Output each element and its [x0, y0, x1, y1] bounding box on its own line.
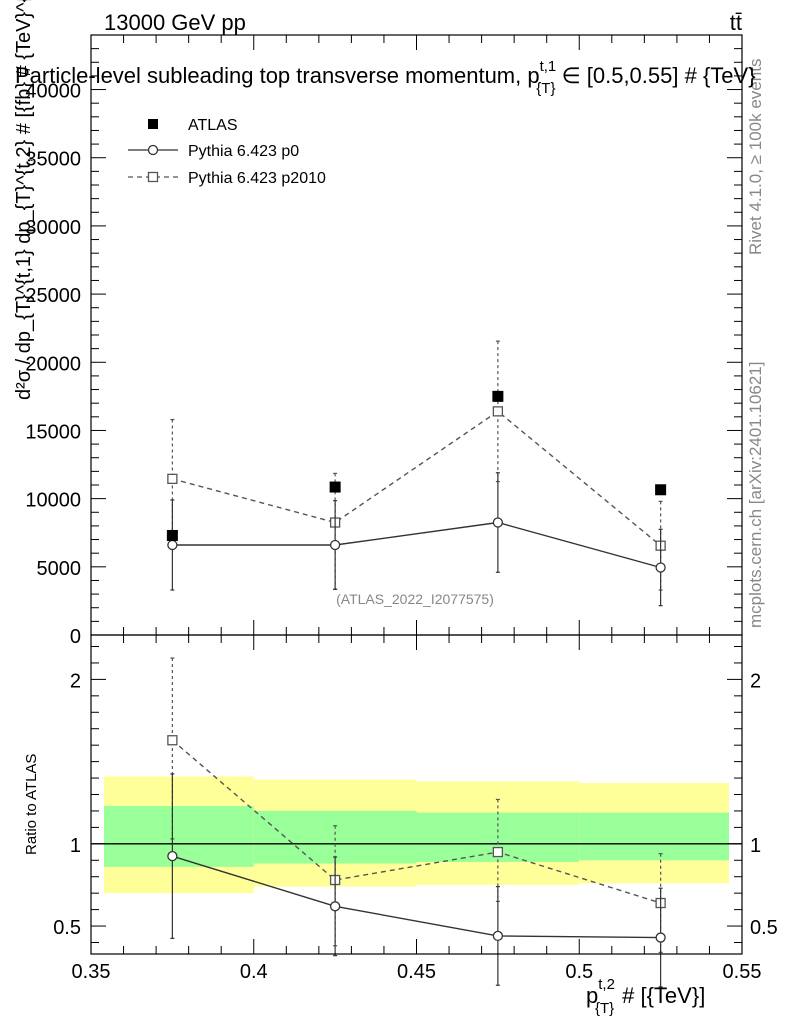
ratio-p0-point	[167, 851, 178, 862]
main-ytick-label: 5000	[37, 558, 82, 580]
main-ytick-label: 30000	[25, 217, 81, 239]
ratio-ytick-label-right: 0.5	[750, 917, 778, 939]
main-ytick-label: 35000	[25, 149, 81, 171]
legend-marker	[147, 144, 159, 156]
p0-point	[167, 539, 178, 551]
ratio-p0-line	[172, 855, 661, 939]
main-panel: 0 5000 10000 15000 20000 25000 30000 35000 40000	[25, 34, 743, 648]
ratio-xtick-label: 0.4	[240, 961, 268, 983]
title-sub: {T}	[536, 80, 555, 97]
p0-point	[655, 562, 666, 573]
x-axis-label: pt,2 {T} # [{TeV}]	[586, 976, 705, 1017]
ratio-p0-point	[329, 901, 341, 912]
ratio-p2010-line	[171, 739, 661, 904]
ratio-panel: 0.5 0.5 1 1 2 2 0.35 0.4 0.45 0.5 0.55	[53, 635, 778, 988]
ratio-xtick-label: 0.55	[723, 961, 762, 983]
main-ytick-label: 15000	[25, 421, 81, 443]
atlas-point	[655, 484, 667, 496]
p0-point	[492, 517, 504, 528]
xlabel-sub: {T}	[595, 1000, 614, 1017]
ratio-ytick-label: 2	[70, 670, 81, 692]
ratio-ytick-label-right: 2	[750, 670, 761, 692]
p0-line	[172, 521, 661, 569]
xlabel-tail: # [{TeV}]	[622, 983, 705, 1008]
analysis-label: (ATLAS_2022_I2077575)	[336, 591, 494, 607]
mcplots-label: mcplots.cern.ch [arXiv:2401.10621]	[746, 362, 765, 628]
atlas-point	[329, 481, 341, 493]
ratio-ytick-label-right: 1	[750, 835, 761, 857]
ratio-p0-point	[655, 932, 666, 943]
ratio-xtick-label: 0.45	[397, 961, 436, 983]
xlabel-sup: t,2	[598, 976, 615, 993]
ratio-p2010-point	[167, 735, 178, 746]
legend-label: ATLAS	[188, 117, 238, 134]
ratio-ytick-label: 0.5	[53, 917, 81, 939]
xlabel-main: p	[586, 983, 598, 1008]
main-ytick-label: 10000	[25, 490, 81, 512]
p0-point	[329, 539, 341, 551]
main-ytick-label: 25000	[25, 285, 81, 307]
legend-label: Pythia 6.423 p2010	[188, 170, 326, 187]
ratio-band-green	[579, 812, 729, 861]
atlas-point	[492, 390, 504, 402]
ratio-xtick-label: 0.35	[72, 961, 111, 983]
p2010-point	[167, 473, 178, 485]
legend-marker	[147, 171, 159, 183]
ratio-ytick-label: 1	[70, 835, 81, 857]
ratio-band-green	[104, 806, 254, 867]
rivet-label: Rivet 4.1.0, ≥ 100k events	[746, 59, 765, 255]
title-tail: ∈ [0.5,0.55] # {TeV}	[561, 63, 755, 88]
ratio-p0-point	[492, 930, 504, 942]
legend: ATLAS Pythia 6.423 p0 Pythia 6.423 p2010	[128, 117, 326, 187]
main-ytick-label: 20000	[25, 353, 81, 375]
title-sup: t,1	[540, 58, 557, 75]
plot-title: Particle-level subleading top transverse…	[15, 58, 756, 97]
legend-marker	[148, 119, 158, 129]
main-ytick-label: 40000	[25, 81, 81, 103]
atlas-point	[166, 529, 178, 541]
p2010-point	[492, 406, 504, 417]
p2010-line	[172, 410, 662, 547]
energy-label: 13000 GeV pp	[104, 10, 246, 35]
legend-label: Pythia 6.423 p0	[188, 143, 299, 160]
ratio-p2010-point	[492, 846, 504, 858]
ratio-frame	[90, 634, 743, 955]
main-ytick-label: 0	[70, 626, 81, 648]
ratio-band-green	[253, 810, 417, 864]
process-label: tt̄	[730, 10, 742, 35]
main-ylabel: d²σ / dp_{T}^{t,1} dp_{T}^{t,2} # [{fb} …	[13, 0, 35, 400]
title-main: Particle-level subleading top transverse…	[15, 63, 540, 88]
ratio-ylabel: Ratio to ATLAS	[23, 754, 40, 855]
ratio-xtick-label: 0.5	[565, 961, 593, 983]
